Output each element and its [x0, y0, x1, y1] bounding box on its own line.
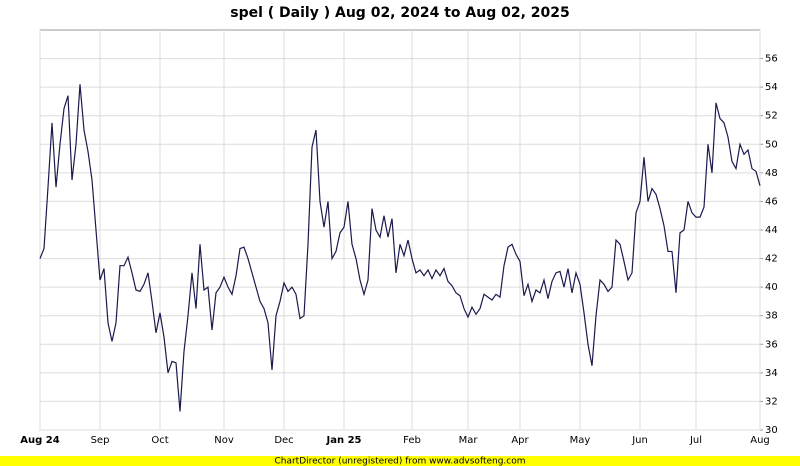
x-tick-label: Jan 25 [326, 435, 362, 446]
chart-title: spel ( Daily ) Aug 02, 2024 to Aug 02, 2… [230, 5, 569, 21]
x-tick-label: Sep [91, 435, 110, 446]
x-tick-label: May [570, 435, 591, 446]
y-tick-label: 36 [765, 339, 778, 350]
y-tick-label: 46 [765, 196, 778, 207]
y-tick-label: 38 [765, 311, 778, 322]
y-tick-label: 50 [765, 139, 778, 150]
x-tick-label: Apr [511, 435, 529, 446]
x-tick-label: Feb [403, 435, 421, 446]
x-tick-label: Dec [274, 435, 293, 446]
x-tick-label: Aug 24 [20, 435, 59, 446]
y-tick-label: 44 [765, 225, 778, 236]
footer-bar [0, 456, 800, 466]
y-tick-label: 30 [765, 425, 778, 436]
x-tick-label: Mar [459, 435, 479, 446]
x-tick-label: Jun [631, 435, 648, 446]
line-series [39, 84, 761, 412]
x-tick-label: Nov [214, 435, 234, 446]
x-tick-label: Jul [689, 435, 702, 446]
y-tick-label: 56 [765, 54, 778, 65]
y-tick-label: 48 [765, 168, 778, 179]
x-tick-label: Aug [750, 435, 770, 446]
y-tick-label: 32 [765, 396, 778, 407]
y-tick-label: 42 [765, 254, 778, 265]
y-tick-label: 54 [765, 82, 778, 93]
y-tick-label: 34 [765, 368, 778, 379]
footer: ChartDirector (unregistered) from www.ad… [274, 457, 525, 466]
x-tick-label: Oct [151, 435, 168, 446]
y-tick-label: 52 [765, 111, 778, 122]
y-tick-label: 40 [765, 282, 778, 293]
